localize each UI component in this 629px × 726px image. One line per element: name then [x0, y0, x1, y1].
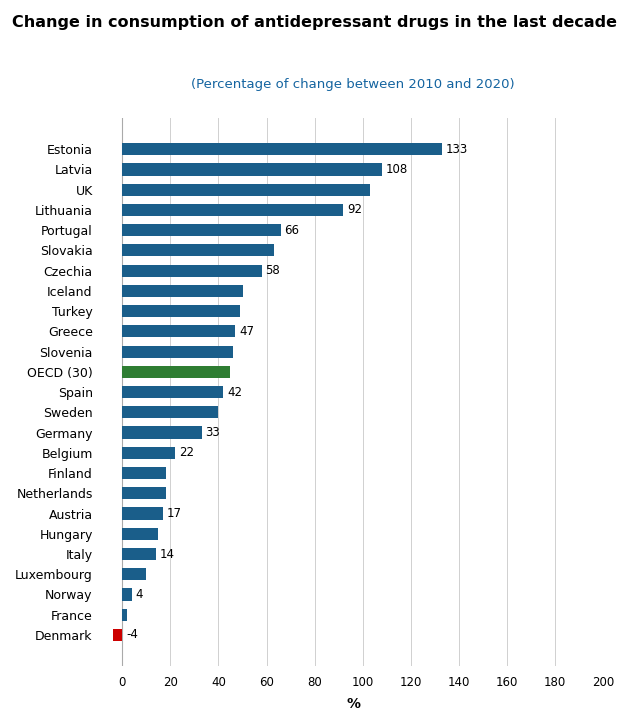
Text: 4: 4: [136, 588, 143, 601]
Bar: [123, 588, 132, 600]
Bar: [123, 507, 164, 520]
Bar: [123, 184, 370, 196]
Bar: [123, 245, 274, 256]
Bar: [123, 366, 230, 378]
Text: 58: 58: [265, 264, 280, 277]
Bar: [123, 224, 281, 236]
Text: 108: 108: [386, 163, 408, 176]
Bar: [123, 568, 147, 580]
Bar: [123, 407, 218, 418]
Text: 42: 42: [227, 386, 242, 399]
Text: Change in consumption of antidepressant drugs in the last decade: Change in consumption of antidepressant …: [12, 15, 617, 30]
Bar: [123, 204, 343, 216]
Bar: [123, 487, 165, 499]
Text: 47: 47: [239, 325, 254, 338]
Text: -4: -4: [126, 629, 138, 642]
Bar: [123, 305, 240, 317]
Bar: [123, 163, 382, 176]
Bar: [123, 548, 156, 560]
Bar: [123, 608, 127, 621]
Text: 66: 66: [284, 224, 299, 237]
Bar: [123, 264, 262, 277]
Bar: [123, 467, 165, 479]
Bar: [123, 143, 442, 155]
Bar: [123, 386, 223, 398]
Title: (Percentage of change between 2010 and 2020): (Percentage of change between 2010 and 2…: [191, 78, 515, 91]
Text: 133: 133: [445, 143, 468, 155]
Bar: [123, 528, 159, 540]
X-axis label: %: %: [346, 697, 360, 711]
Text: 92: 92: [347, 203, 362, 216]
Bar: [113, 629, 123, 641]
Text: 17: 17: [167, 507, 182, 520]
Bar: [123, 285, 243, 297]
Bar: [123, 325, 235, 338]
Text: 22: 22: [179, 446, 194, 460]
Bar: [123, 346, 233, 358]
Bar: [123, 446, 175, 459]
Text: 14: 14: [160, 547, 175, 560]
Bar: [123, 426, 202, 439]
Text: 33: 33: [205, 426, 220, 439]
